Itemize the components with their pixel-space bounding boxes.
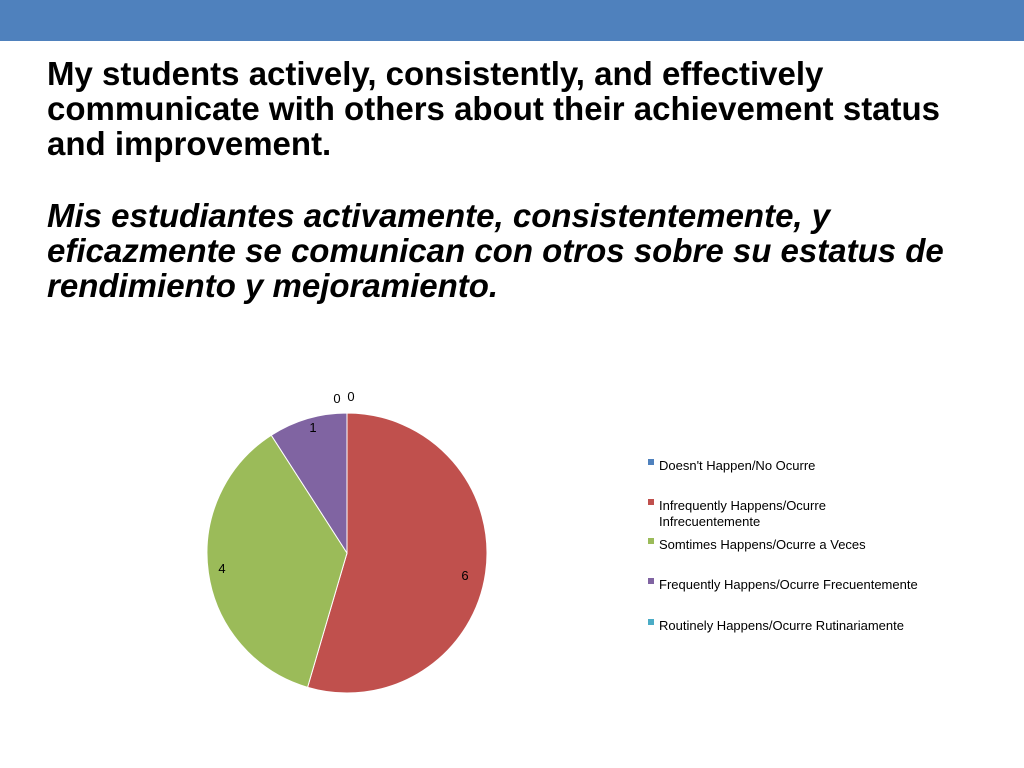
legend-item-doesn-t: Doesn't Happen/No Ocurre bbox=[648, 458, 815, 473]
data-label-frequently-happens: 1 bbox=[309, 420, 316, 435]
pie-slice-frequently-happens bbox=[270, 412, 348, 555]
legend-swatch bbox=[648, 578, 654, 584]
legend-item-frequently-happens: Frequently Happens/Ocurre Frecuentemente bbox=[648, 577, 918, 592]
legend-item-infrequently-happens: Infrequently Happens/Ocurre Infrecuenteme… bbox=[648, 498, 826, 529]
data-label-somtimes-happens: 4 bbox=[218, 561, 225, 576]
legend-item-somtimes-happens: Somtimes Happens/Ocurre a Veces bbox=[648, 537, 866, 552]
legend-label: Infrequently Happens/Ocurre Infrecuenteme… bbox=[659, 498, 826, 529]
title-english: My students actively, consistently, and … bbox=[47, 55, 941, 162]
pie-data-labels: 0 6 4 1 0 bbox=[218, 389, 468, 583]
data-label-routinely-happens: 0 bbox=[347, 389, 354, 404]
slide-title: My students actively, consistently, and … bbox=[47, 56, 997, 303]
title-spanish: Mis estudiantes activamente, consistente… bbox=[47, 197, 944, 304]
top-accent-bar bbox=[0, 0, 1024, 41]
pie-slice-infrequently-happens bbox=[306, 412, 488, 694]
data-label-doesn-t: 0 bbox=[333, 391, 340, 406]
pie-slice-somtimes-happens bbox=[206, 434, 348, 688]
legend-item-routinely-happens: Routinely Happens/Ocurre Rutinariamente bbox=[648, 618, 904, 633]
pie-slices bbox=[206, 412, 488, 694]
legend-swatch bbox=[648, 459, 654, 465]
legend-swatch bbox=[648, 499, 654, 505]
legend-swatch bbox=[648, 538, 654, 544]
chart-legend: Doesn't Happen/No Ocurre Infrequently Hap… bbox=[648, 458, 918, 633]
data-label-infrequently-happens: 6 bbox=[461, 568, 468, 583]
legend-swatch bbox=[648, 619, 654, 625]
legend-label: Somtimes Happens/Ocurre a Veces bbox=[659, 537, 866, 552]
legend-label: Frequently Happens/Ocurre Frecuentemente bbox=[659, 577, 918, 592]
legend-label: Routinely Happens/Ocurre Rutinariamente bbox=[659, 618, 904, 633]
legend-label: Doesn't Happen/No Ocurre bbox=[659, 458, 815, 473]
